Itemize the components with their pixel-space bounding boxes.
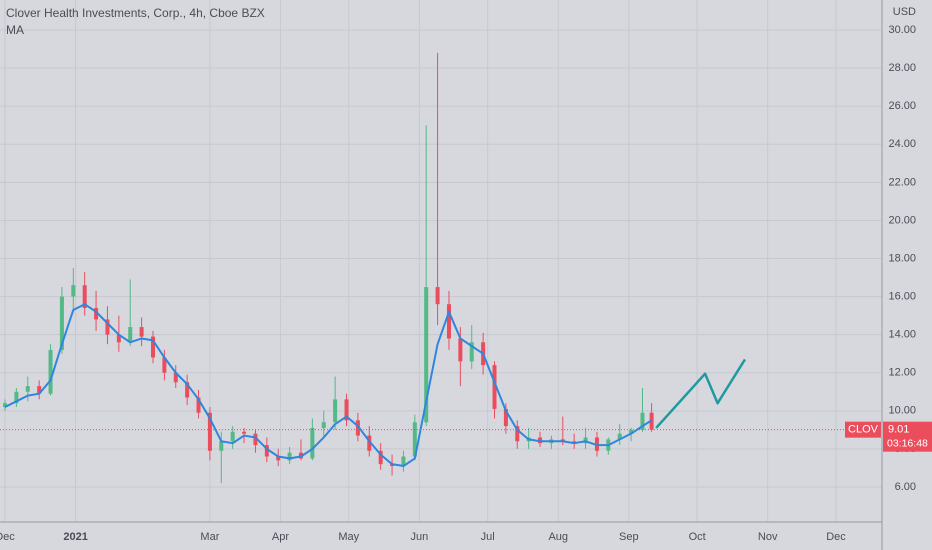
candle-body <box>264 445 269 457</box>
candle-body <box>219 441 224 451</box>
y-tick-label: 20.00 <box>888 214 916 226</box>
candle-body <box>116 334 121 343</box>
candle-body <box>37 386 42 394</box>
x-tick-label: Dec <box>826 531 846 543</box>
grid <box>0 0 882 522</box>
candle-body <box>173 372 178 383</box>
projection-line <box>655 358 747 429</box>
candle-body <box>71 285 76 297</box>
y-tick-label: 18.00 <box>888 252 916 264</box>
candle-body <box>640 412 645 430</box>
symbol-label: CLOV <box>848 424 879 436</box>
x-tick-label: Jun <box>410 531 428 543</box>
candle-body <box>207 412 212 451</box>
y-tick-label: 30.00 <box>888 24 916 36</box>
candle-body <box>230 431 235 442</box>
candle-body <box>162 357 167 373</box>
candle-body <box>310 427 315 459</box>
x-tick-label: Mar <box>200 531 219 543</box>
candle-body <box>105 319 110 335</box>
candle-body <box>3 403 8 408</box>
candle-body <box>412 422 417 457</box>
currency: USD <box>893 6 916 18</box>
candle-body <box>321 422 326 428</box>
candle-body <box>435 287 440 305</box>
x-tick-label: Aug <box>548 531 568 543</box>
x-tick-label: Jul <box>481 531 495 543</box>
x-tick-label: Oct <box>689 531 706 543</box>
countdown-label: 03:16:48 <box>887 437 928 449</box>
y-tick-label: 6.00 <box>895 481 916 493</box>
candle-body <box>424 287 429 423</box>
x-tick-label: Sep <box>619 531 639 543</box>
candle-body <box>492 365 497 409</box>
candle-body <box>48 349 53 394</box>
plot <box>0 52 882 484</box>
candle-body <box>378 450 383 465</box>
candle-body <box>94 308 99 320</box>
chart-title: Clover Health Investments, Corp., 4h, Cb… <box>6 6 265 20</box>
candle-body <box>287 452 292 461</box>
x-tick-label: May <box>338 531 359 543</box>
x-tick-label: Nov <box>758 531 778 543</box>
candle-body <box>185 382 190 398</box>
candle-body <box>629 429 634 434</box>
candle-body <box>242 431 247 434</box>
moving-average <box>4 303 653 468</box>
y-tick-label: 28.00 <box>888 62 916 74</box>
candle-body <box>82 285 87 309</box>
y-tick-label: 10.00 <box>888 405 916 417</box>
legend-ma: MA <box>6 23 24 37</box>
candle-body <box>139 327 144 337</box>
candle-body <box>128 327 133 343</box>
y-tick-label: 26.00 <box>888 100 916 112</box>
candle-body <box>355 420 360 436</box>
candle-body <box>333 399 338 423</box>
candle-body <box>617 433 622 440</box>
symbol-label-bg <box>845 421 881 438</box>
y-tick-label: 14.00 <box>888 329 916 341</box>
candle-body <box>458 338 463 362</box>
y-tick-label: 12.00 <box>888 367 916 379</box>
candle-body <box>515 426 520 442</box>
candle-body <box>276 456 281 461</box>
price-label-bg <box>883 421 932 452</box>
candle-body <box>446 304 451 339</box>
candle-body <box>367 435 372 451</box>
candle-body <box>25 386 30 392</box>
candle-body <box>196 397 201 413</box>
x-tick-label: Apr <box>272 531 289 543</box>
y-tick-label: 16.00 <box>888 291 916 303</box>
candle-body <box>503 408 508 427</box>
x-tick-label: 2021 <box>63 531 87 543</box>
price-label: 9.01 <box>888 424 909 436</box>
y-tick-label: 22.00 <box>888 176 916 188</box>
y-tick-label: 24.00 <box>888 138 916 150</box>
candle-body <box>344 399 349 421</box>
candle-body <box>469 342 474 362</box>
x-tick-label: Dec <box>0 531 15 543</box>
candle-body <box>150 336 155 358</box>
candle-body <box>59 296 64 350</box>
candle-body <box>14 391 19 404</box>
candle-body <box>401 456 406 467</box>
candle-body <box>253 433 258 446</box>
